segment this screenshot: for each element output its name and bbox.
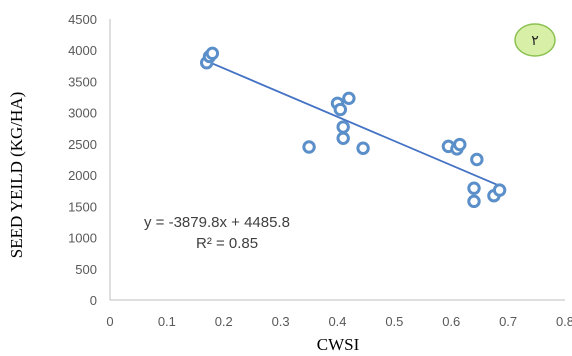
trendline-equation: y = -3879.8x + 4485.8 [144,214,290,231]
x-tick-label: 0.2 [215,314,233,329]
x-tick-label: 0.3 [272,314,290,329]
data-point [470,152,484,167]
data-point [333,102,348,117]
data-point [492,183,507,197]
data-point [453,137,467,152]
y-tick-label: 3000 [68,106,97,121]
y-tick-label: 0 [90,293,97,308]
y-tick-label: 4000 [68,43,97,58]
x-tick-label: 0.8 [556,314,572,329]
data-point [336,120,350,134]
y-tick-label: 1000 [68,231,97,246]
figure-number-badge: ٢ [514,23,556,57]
r-squared-label: R² = 0.85 [196,235,258,252]
data-point [342,91,356,106]
x-tick-label: 0.7 [499,314,517,329]
y-tick-label: 4500 [68,12,97,27]
x-tick-label: 0.5 [385,314,403,329]
y-tick-labels: 0 500 1000 1500 2000 2500 3000 3500 4000 4500 [68,12,97,308]
x-tick-label: 0.1 [158,314,176,329]
x-tick-label: 0 [106,314,113,329]
data-point [205,46,220,61]
badge-shape [514,23,556,57]
y-axis-title: SEED YEILD (KG/HA) [7,92,26,259]
data-point [336,131,350,145]
y-tick-label: 1500 [68,199,97,214]
y-tick-label: 2500 [68,137,97,152]
data-points [199,46,507,209]
x-tick-label: 0.6 [442,314,460,329]
x-axis-title: CWSI [317,335,360,354]
badge-label: ٢ [531,33,539,49]
x-tick-label: 0.4 [328,314,346,329]
axes [109,19,565,301]
y-tick-label: 2000 [68,168,97,183]
y-tick-label: 500 [75,262,97,277]
data-point [467,181,481,195]
y-tick-label: 3500 [68,74,97,89]
data-point [302,140,316,154]
data-point [356,141,370,155]
trendline [206,60,500,187]
data-point [467,194,481,209]
x-tick-labels: 0 0.1 0.2 0.3 0.4 0.5 0.6 0.7 0.8 [106,314,572,329]
